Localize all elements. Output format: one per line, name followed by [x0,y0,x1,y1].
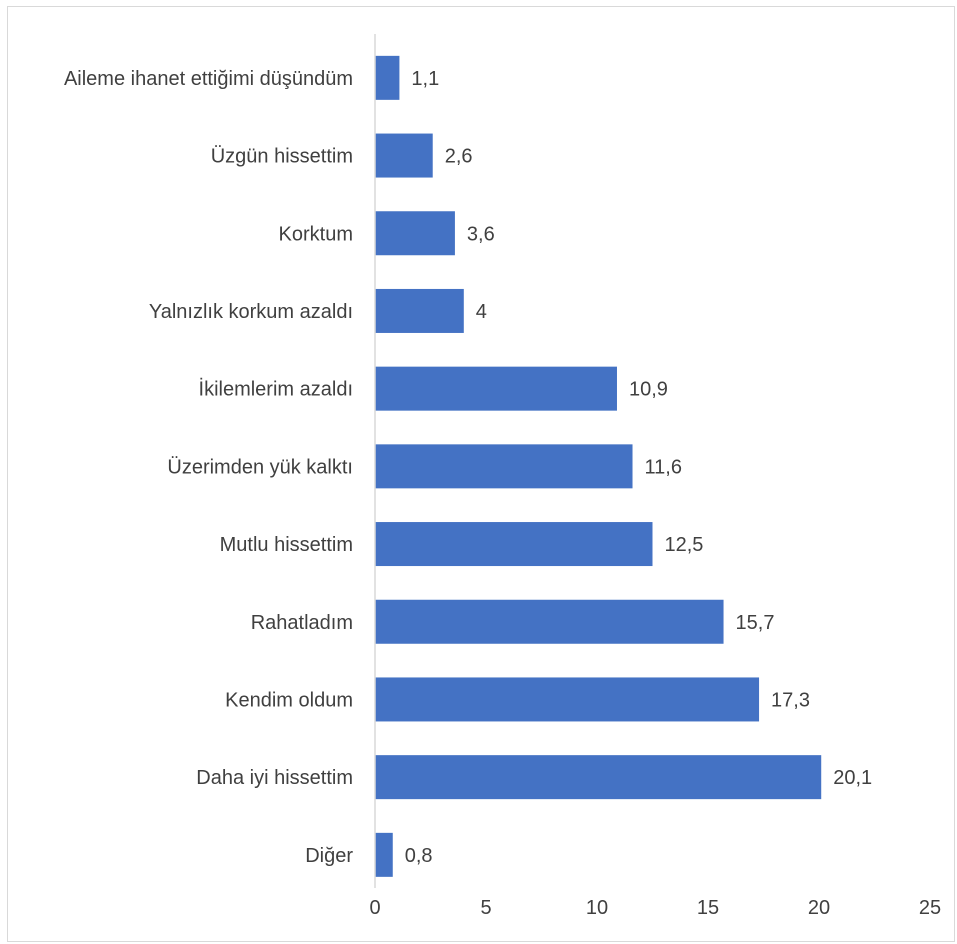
bar-aileme-ihanet-ettigimi-dusundum [375,55,400,100]
category-label: Daha iyi hissettim [196,767,353,789]
value-labels-group: 1,1 2,6 3,6 4 10,9 11,6 12,5 15,7 17,3 20,1 0,8 [405,68,872,867]
category-label: Yalnızlık korkum azaldı [149,301,353,323]
bar-uzgun-hissettim [375,133,433,178]
data-label: 12,5 [665,534,704,556]
data-label: 17,3 [771,689,810,711]
x-tick-label: 5 [480,897,491,919]
bar-mutlu-hissettim [375,522,653,567]
data-label: 15,7 [736,612,775,634]
data-label: 0,8 [405,845,433,867]
category-label: Korktum [279,223,353,245]
x-axis-ticks-group: 0 5 10 15 20 25 [369,897,941,919]
data-label: 20,1 [833,767,872,789]
bar-rahatladim [375,599,724,644]
data-label: 10,9 [629,379,668,401]
data-label: 4 [476,301,487,323]
data-label: 2,6 [445,146,473,168]
category-label: Kendim oldum [225,689,353,711]
data-label: 1,1 [411,68,439,90]
category-labels-group: Aileme ihanet ettiğimi düşündüm Üzgün his… [64,68,353,867]
category-label: Diğer [305,845,353,867]
category-label: Rahatladım [251,612,353,634]
category-label: Aileme ihanet ettiğimi düşündüm [64,68,353,90]
bar-korktum [375,211,455,256]
bars-group [375,55,822,877]
data-label: 11,6 [645,456,682,478]
bar-kendim-oldum [375,677,760,722]
category-label: Üzerimden yük kalktı [167,456,353,478]
x-tick-label: 0 [369,897,380,919]
x-tick-label: 10 [586,897,608,919]
bar-daha-iyi-hissettim [375,755,822,800]
data-label: 3,6 [467,223,495,245]
x-tick-label: 15 [697,897,719,919]
bar-ikilemlerim-azaldi [375,366,617,411]
category-label: Mutlu hissettim [220,534,353,556]
x-tick-label: 20 [808,897,830,919]
bar-uzerimden-yuk-kalkti [375,444,633,489]
bar-diger [375,832,393,877]
x-tick-label: 25 [919,897,941,919]
category-label: Üzgün hissettim [211,146,353,168]
category-label: İkilemlerim azaldı [199,378,353,401]
bar-yalnizlik-korkum-azaldi [375,288,464,333]
